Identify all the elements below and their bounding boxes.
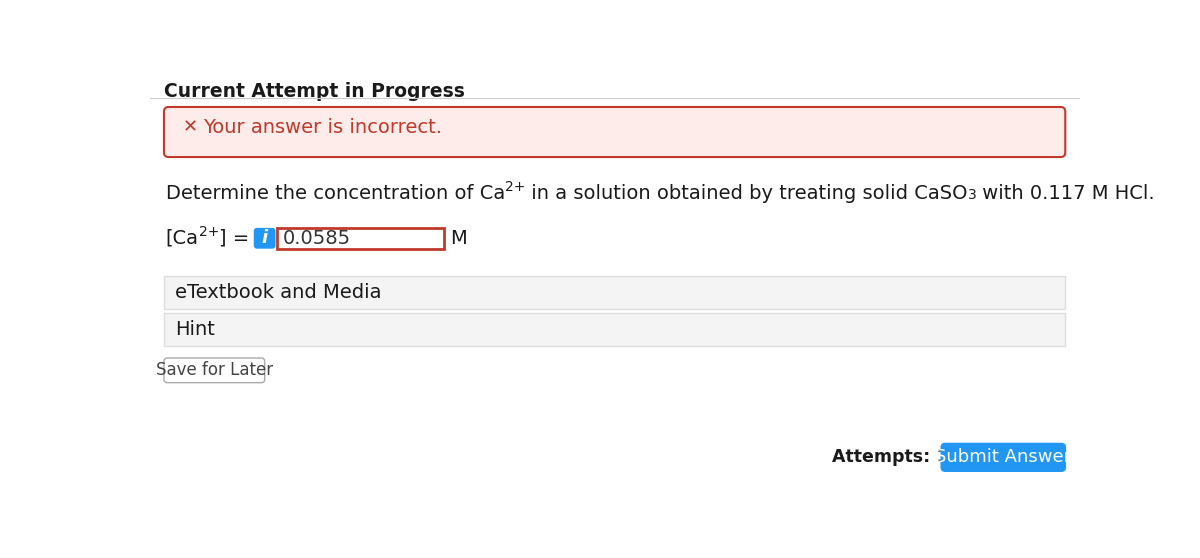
Text: 0.0585: 0.0585 — [283, 229, 352, 248]
Bar — [164, 276, 1066, 309]
Bar — [277, 228, 444, 249]
Text: ] =: ] = — [218, 229, 250, 248]
Text: Hint: Hint — [175, 320, 215, 339]
Text: 2+: 2+ — [198, 225, 218, 239]
FancyBboxPatch shape — [164, 358, 265, 383]
Text: Submit Answer: Submit Answer — [935, 448, 1072, 466]
Text: in a solution obtained by treating solid CaSO: in a solution obtained by treating solid… — [526, 184, 967, 203]
FancyBboxPatch shape — [253, 228, 276, 249]
Bar — [164, 314, 1066, 346]
Text: M: M — [450, 229, 467, 248]
Text: i: i — [262, 229, 268, 247]
FancyBboxPatch shape — [941, 442, 1066, 472]
Text: Save for Later: Save for Later — [156, 362, 272, 379]
Text: 3: 3 — [967, 188, 977, 202]
FancyBboxPatch shape — [164, 107, 1066, 157]
Text: with 0.117 M HCl.: with 0.117 M HCl. — [977, 184, 1154, 203]
Text: Attempts: 1 of 3 used: Attempts: 1 of 3 used — [832, 448, 1045, 465]
Text: ✕: ✕ — [182, 118, 198, 136]
Text: Current Attempt in Progress: Current Attempt in Progress — [164, 83, 464, 102]
Text: 2+: 2+ — [505, 180, 526, 194]
Text: Determine the concentration of Ca: Determine the concentration of Ca — [166, 184, 505, 203]
Text: Your answer is incorrect.: Your answer is incorrect. — [203, 118, 442, 137]
Text: [Ca: [Ca — [166, 229, 198, 248]
Text: eTextbook and Media: eTextbook and Media — [175, 283, 382, 302]
